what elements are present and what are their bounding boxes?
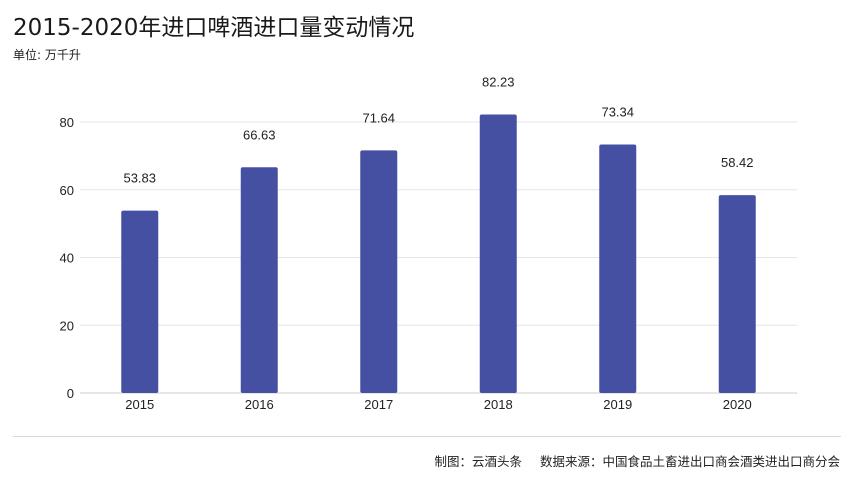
bar-2018 [479,114,517,394]
x-tick-label: 2015 [125,397,154,412]
bar-2019 [599,144,637,393]
footer-divider [13,436,841,437]
x-axis-ticks: 2015 2016 2017 2018 2019 2020 [125,397,751,412]
gridlines [80,121,797,394]
x-tick-label: 2018 [484,397,513,412]
y-tick-label: 40 [60,251,74,266]
data-label: 53.83 [123,171,156,186]
y-tick-label: 20 [60,318,74,333]
bar-2020 [718,195,756,393]
x-tick-label: 2017 [364,397,393,412]
y-tick-label: 80 [60,115,74,130]
x-tick-label: 2019 [603,397,632,412]
bar-2015 [121,210,159,393]
y-tick-label: 0 [67,386,74,401]
data-label: 66.63 [243,127,276,142]
y-axis-ticks: 0 20 40 60 80 [60,115,74,401]
unit-label: 单位: 万千升 [13,48,81,62]
producer-credit: 制图：云酒头条 [434,454,522,469]
bar-chart: 0 20 40 60 80 53.83 66.63 71.64 82.23 73.34 58.42… [60,74,797,412]
bar-2016 [240,167,278,393]
data-label: 58.42 [721,155,754,170]
x-tick-label: 2020 [723,397,752,412]
data-labels: 53.83 66.63 71.64 82.23 73.34 58.42 [123,74,753,185]
bars [121,114,756,394]
data-source: 数据来源：中国食品土畜进出口商会酒类进出口商分会 [539,454,840,469]
footer: 制图：云酒头条 数据来源：中国食品土畜进出口商会酒类进出口商分会 [434,451,840,470]
y-tick-label: 60 [60,183,74,198]
data-label: 73.34 [601,105,634,120]
data-label: 82.23 [482,74,515,89]
bar-2017 [360,150,398,393]
chart-title: 2015-2020年进口啤酒进口量变动情况 [13,15,415,41]
data-label: 71.64 [362,110,395,125]
x-tick-label: 2016 [245,397,274,412]
